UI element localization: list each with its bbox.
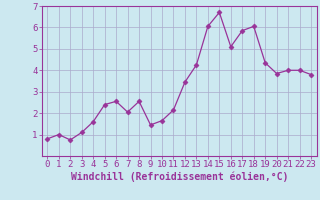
X-axis label: Windchill (Refroidissement éolien,°C): Windchill (Refroidissement éolien,°C)	[70, 172, 288, 182]
